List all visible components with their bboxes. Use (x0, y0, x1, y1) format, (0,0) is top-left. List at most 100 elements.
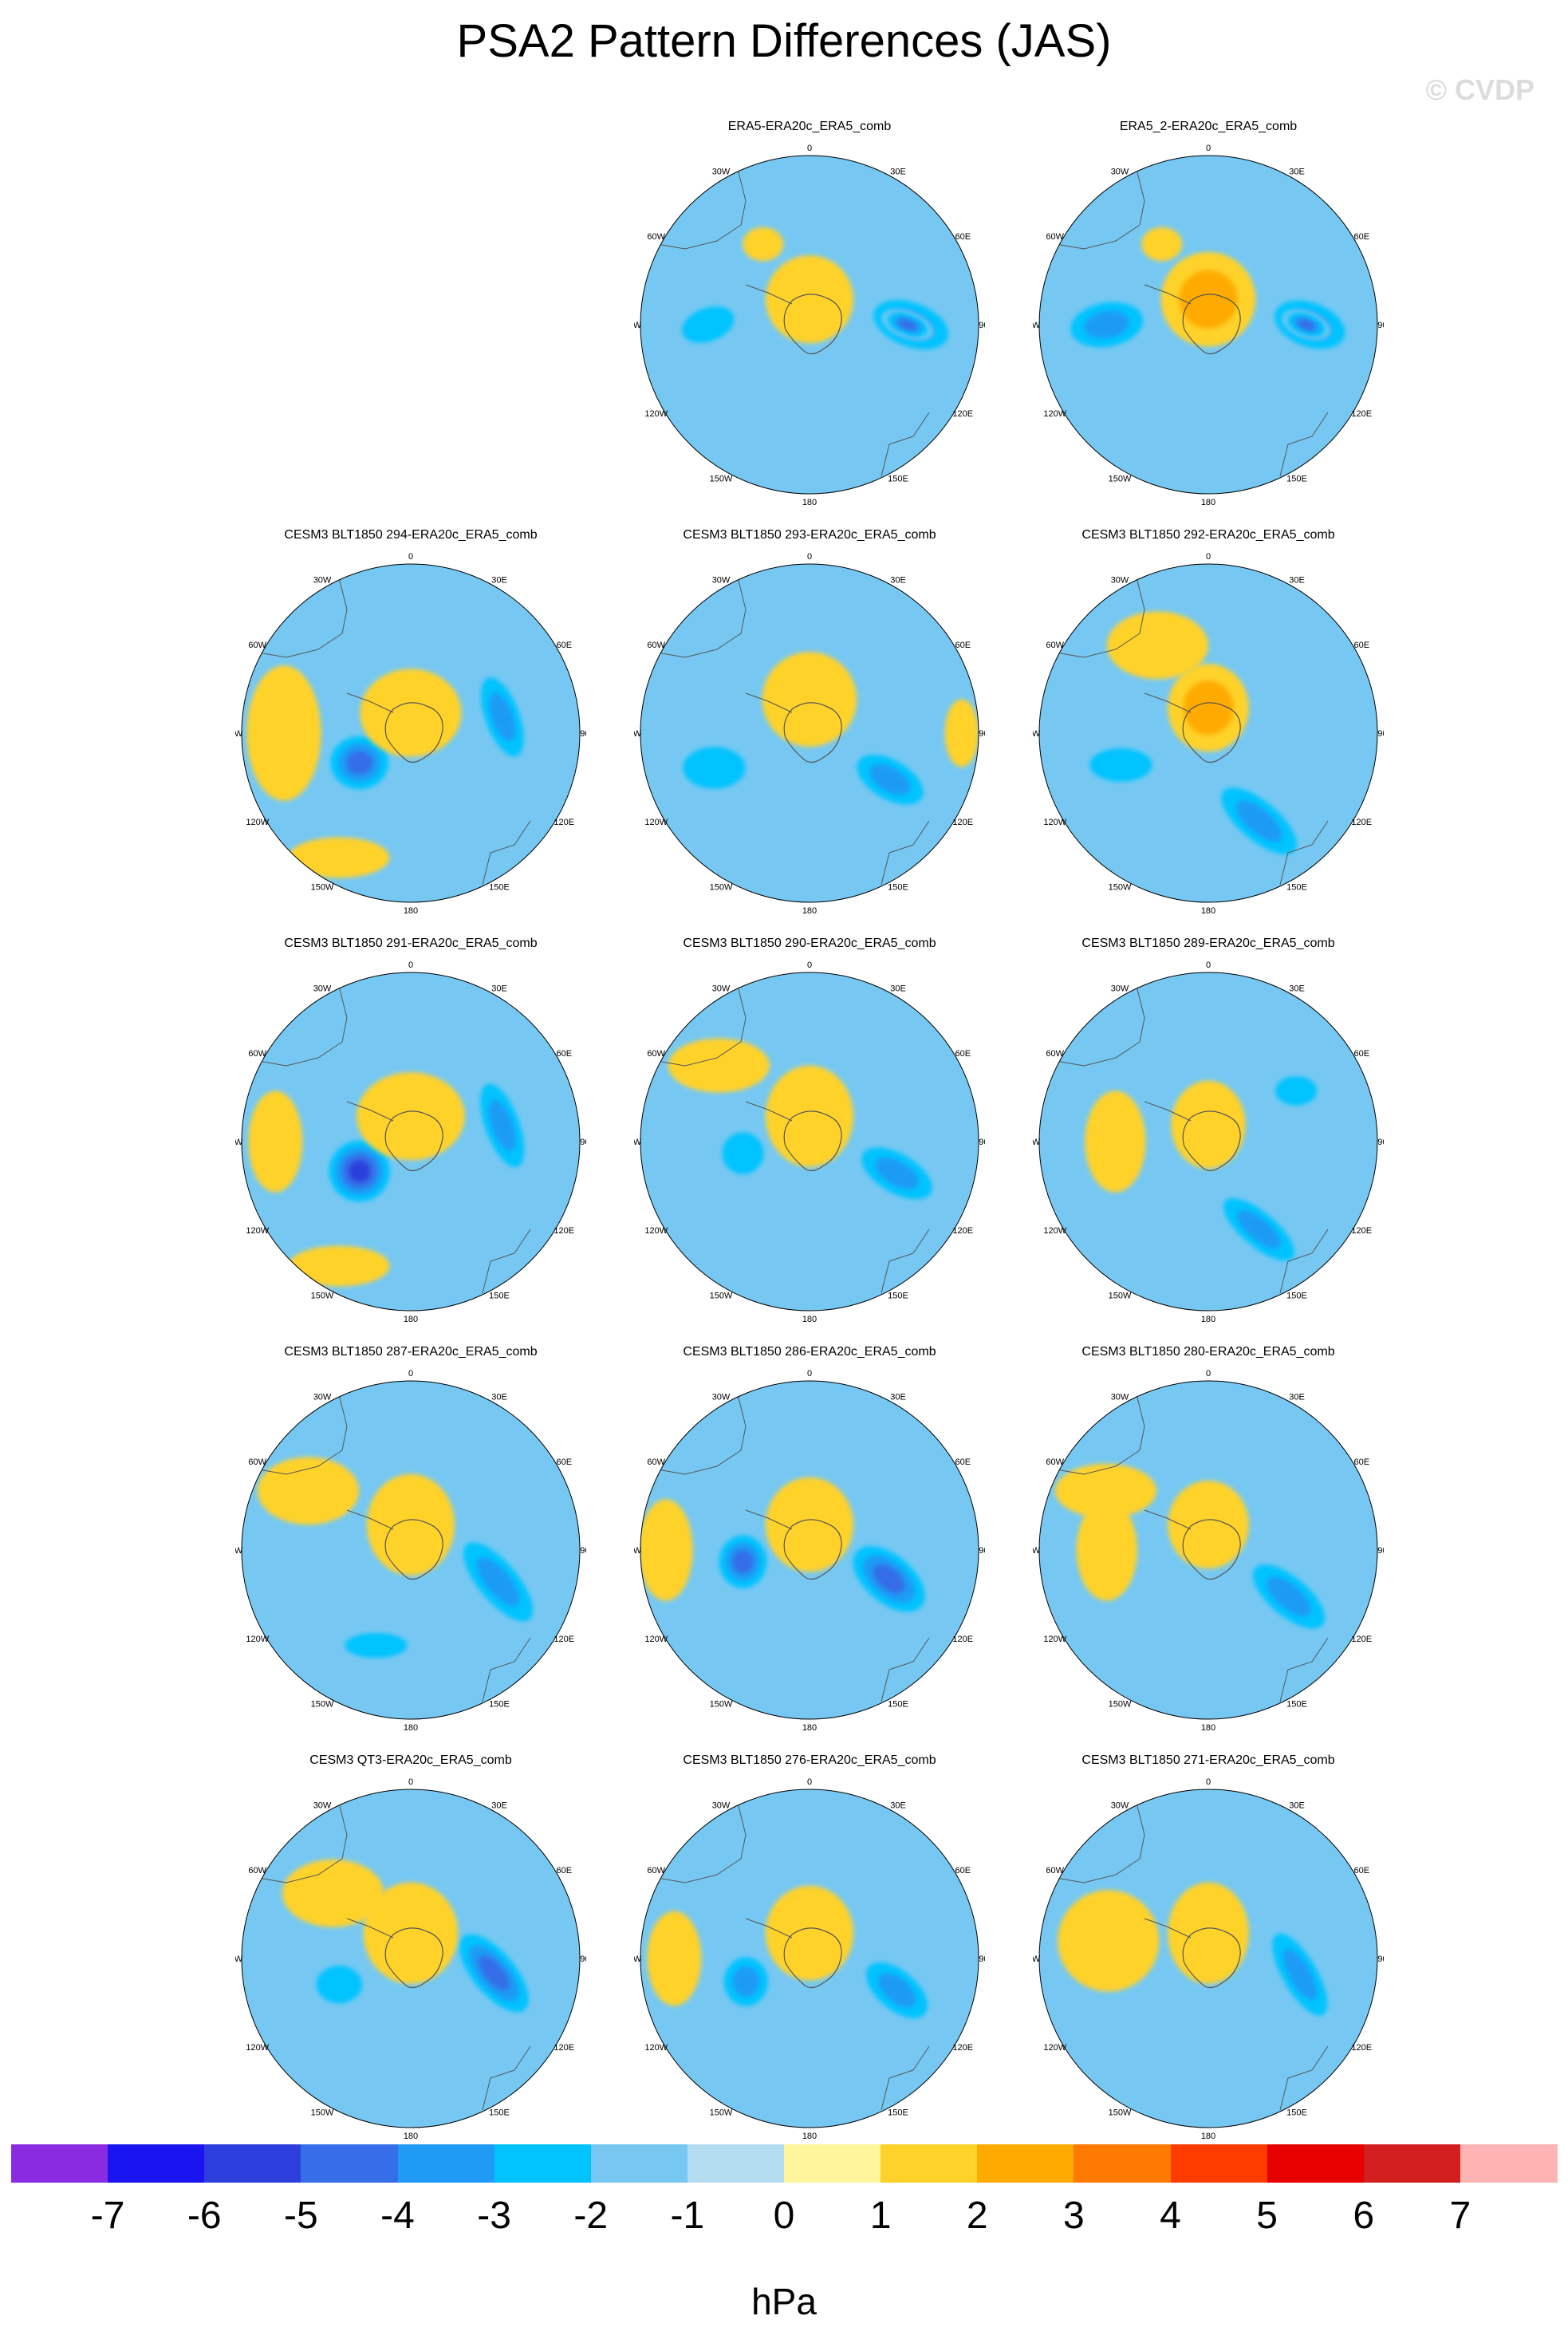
longitude-label: 120E (952, 1226, 973, 1236)
anomaly-contour (363, 1882, 459, 1984)
longitude-label: 90E (1377, 1954, 1384, 1964)
panel-title: CESM3 BLT1850 292-ERA20c_ERA5_comb (1081, 528, 1335, 542)
map-border (241, 972, 581, 1311)
antarctica-coastline (384, 1110, 443, 1172)
polar-map: 0 30E 60E 90E 120E 150E 180 150W 120W 90W 60W 30W (235, 1777, 586, 2141)
longitude-label: 0 (807, 960, 812, 970)
map-border (640, 1789, 979, 2128)
longitude-label: 0 (1206, 144, 1211, 153)
antarctica-coastline (783, 1927, 842, 1989)
longitude-label: 90W (235, 729, 243, 739)
anomaly-contour (1076, 1499, 1137, 1601)
longitude-label: 150W (1109, 1291, 1132, 1300)
south-america-coastline (656, 1802, 747, 1883)
anomaly-contour (682, 306, 735, 343)
anomaly-contour (732, 1549, 754, 1574)
longitude-label: 60W (647, 1866, 665, 1875)
longitude-label: 60E (556, 1457, 572, 1467)
colorbar-swatch (881, 2144, 978, 2183)
longitude-label: 30W (1111, 168, 1129, 177)
longitude-label: 60W (647, 1457, 665, 1467)
longitude-label: 90E (979, 729, 985, 739)
longitude-label: 60E (1353, 1457, 1369, 1467)
anomaly-contour (1084, 310, 1129, 339)
antarctica-coastline (783, 294, 842, 355)
longitude-label: 60E (1353, 232, 1369, 242)
map-border (1038, 972, 1378, 1311)
map-panel: CESM3 BLT1850 271-ERA20c_ERA5_comb 0 30E 60… (1009, 1753, 1408, 2160)
australia-coastline (482, 1229, 531, 1294)
figure-title: PSA2 Pattern Differences (JAS) (456, 15, 1112, 67)
longitude-label: 60E (556, 641, 572, 650)
polar-map: 0 30E 60E 90E 120E 150E 180 150W 120W 90W 60W 30W (634, 960, 985, 1324)
longitude-label: 30W (712, 1393, 731, 1402)
map-panel: CESM3 BLT1850 286-ERA20c_ERA5_comb 0 30E 60… (610, 1345, 1009, 1752)
map-border (1038, 1789, 1378, 2128)
australia-coastline (482, 2045, 531, 2111)
longitude-label: 30E (491, 984, 507, 994)
anomaly-contour (345, 1632, 408, 1659)
longitude-label: 120W (644, 818, 668, 827)
longitude-label: 30E (491, 1393, 507, 1402)
colorbar-tick-label: -1 (670, 2195, 705, 2237)
anomaly-contour (683, 747, 746, 789)
anomaly-contour (640, 1499, 693, 1601)
south-america-coastline (1055, 1394, 1145, 1475)
longitude-label: 90E (979, 1546, 985, 1556)
colorbar-swatch (687, 2144, 785, 2183)
australia-coastline (1279, 2045, 1329, 2111)
longitude-label: 90E (1377, 1546, 1384, 1556)
longitude-label: 90W (634, 1546, 642, 1556)
antarctica-coastline (783, 702, 842, 763)
longitude-label: 90W (235, 1954, 243, 1964)
polar-map: 0 30E 60E 90E 120E 150E 180 150W 120W 90W 60W 30W (1033, 144, 1384, 507)
longitude-label: 180 (1201, 2132, 1215, 2141)
colorbar-tick-label: 5 (1256, 2195, 1278, 2237)
longitude-label: 150W (1109, 1699, 1132, 1709)
longitude-label: 30E (491, 576, 507, 586)
antarctic-peninsula (1144, 1918, 1192, 1939)
antarctic-peninsula (346, 1509, 394, 1530)
map-panel: CESM3 BLT1850 280-ERA20c_ERA5_comb 0 30E 60… (1009, 1345, 1408, 1752)
anomaly-contour (722, 1132, 764, 1174)
map-panel: CESM3 BLT1850 289-ERA20c_ERA5_comb 0 30E 60… (1009, 937, 1408, 1343)
colorbar-swatch (1363, 2144, 1461, 2183)
colorbar-tick-label: 4 (1160, 2195, 1181, 2237)
longitude-label: 90E (979, 321, 985, 330)
antarctica-coastline (1182, 1927, 1241, 1989)
longitude-label: 90E (1377, 729, 1384, 739)
longitude-label: 150E (888, 474, 908, 483)
longitude-label: 30W (712, 168, 731, 177)
longitude-label: 180 (802, 1315, 817, 1324)
polar-map: 0 30E 60E 90E 120E 150E 180 150W 120W 90W 60W 30W (1033, 552, 1384, 916)
longitude-label: 150W (710, 1291, 733, 1300)
antarctica-coastline (1182, 294, 1241, 355)
panel-title: CESM3 BLT1850 290-ERA20c_ERA5_comb (683, 937, 936, 950)
anomaly-contour (349, 1160, 371, 1182)
panel-title: CESM3 BLT1850 276-ERA20c_ERA5_comb (683, 1753, 936, 1767)
longitude-label: 60W (1046, 1457, 1064, 1467)
longitude-label: 0 (1206, 552, 1211, 562)
longitude-label: 30W (712, 1801, 731, 1811)
longitude-label: 120W (644, 409, 668, 419)
longitude-label: 150W (1109, 2108, 1132, 2117)
anomaly-contour (1141, 227, 1183, 262)
longitude-label: 30W (1111, 576, 1129, 586)
south-america-coastline (1055, 1802, 1145, 1883)
polar-map: 0 30E 60E 90E 120E 150E 180 150W 120W 90W 60W 30W (1033, 1777, 1384, 2141)
colorbar-unit: hPa (751, 2281, 817, 2322)
antarctica-coastline (1182, 702, 1241, 763)
anomaly-contour (246, 665, 321, 801)
south-america-coastline (656, 577, 747, 658)
anomaly-contour (1054, 1463, 1157, 1518)
colorbar-tick-label: -4 (380, 2195, 415, 2237)
colorbar-tick-label: -6 (187, 2195, 222, 2237)
polar-map: 0 30E 60E 90E 120E 150E 180 150W 120W 90W 60W 30W (1033, 960, 1384, 1324)
longitude-label: 30W (313, 1393, 332, 1402)
map-panel: CESM3 QT3-ERA20c_ERA5_comb 0 30E 60E 90E 120E… (211, 1753, 610, 2160)
colorbar-swatch (301, 2144, 398, 2183)
longitude-label: 150E (489, 1291, 510, 1300)
colorbar-tick-label: -3 (477, 2195, 511, 2237)
colorbar-tick-label: -7 (90, 2195, 125, 2237)
longitude-label: 120W (1043, 818, 1066, 827)
